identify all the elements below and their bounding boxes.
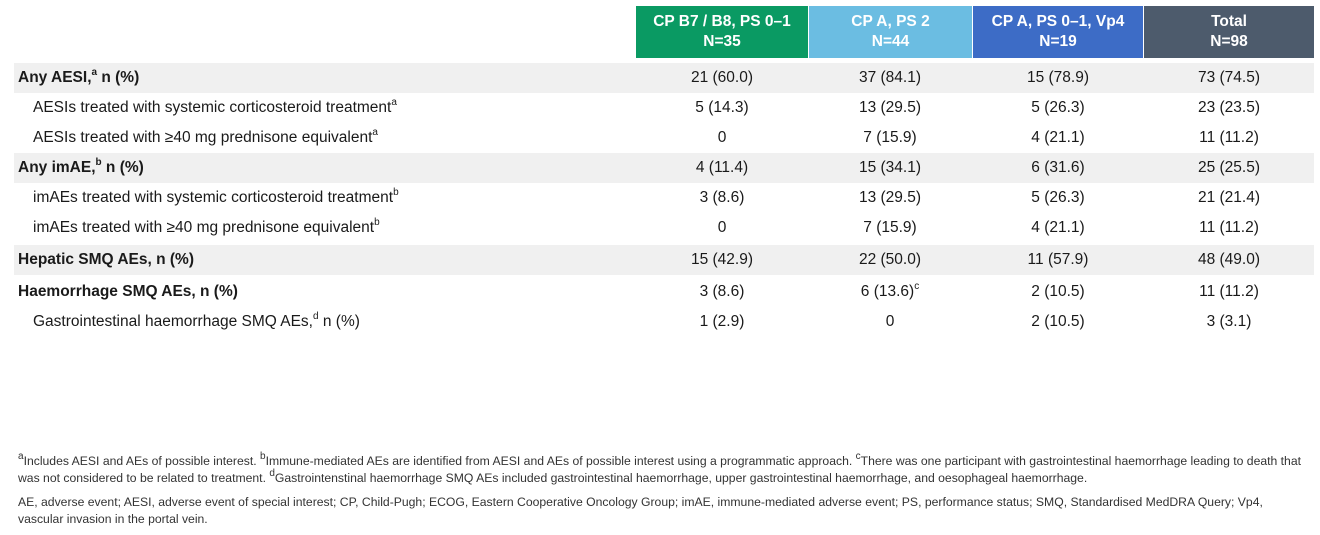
column-header-title: CP A, PS 2 [851,13,930,30]
table-cell: 5 (26.3) [1031,189,1085,206]
table-cell: 37 (84.1) [858,69,922,86]
table-cell: 21 (21.4) [1197,189,1261,206]
table-row: Gastrointestinal haemorrhage SMQ AEs,d n… [14,307,1314,337]
table-row: Hepatic SMQ AEs, n (%) 15 (42.9) 22 (50.0)… [14,245,1314,275]
table-cell: 6 (13.6)c [860,280,920,300]
table-cell: 15 (42.9) [690,251,754,268]
table-cell: 0 [885,313,895,330]
table-cell: 3 (8.6) [699,189,745,206]
table-row: AESIs treated with ≥40 mg prednisone equ… [14,123,1314,153]
table-cell: 1 (2.9) [699,313,745,330]
table-row: Any AESI,a n (%) 21 (60.0) 37 (84.1) 15 (78… [14,63,1314,93]
table-row: AESIs treated with systemic corticostero… [14,93,1314,123]
table-cell: 3 (8.6) [699,283,745,300]
table-cell: 11 (11.2) [1199,129,1259,146]
table-cell: 13 (29.5) [858,99,922,116]
table-cell: 23 (23.5) [1197,99,1261,116]
table-cell: 4 (21.1) [1031,219,1085,236]
table-cell: 73 (74.5) [1197,69,1261,86]
table-cell: 2 (10.5) [1031,283,1085,300]
table-row: imAEs treated with systemic corticostero… [14,183,1314,213]
column-header-cp-a-vp4: CP A, PS 0–1, Vp4 N=19 [973,6,1143,58]
column-header-title: CP A, PS 0–1, Vp4 [991,13,1125,30]
row-label: imAEs treated with systemic corticostero… [33,186,399,206]
table-cell: 21 (60.0) [690,69,754,86]
table-cell: 25 (25.5) [1197,159,1261,176]
table-cell: 7 (15.9) [863,129,917,146]
column-header-cp-a-ps2: CP A, PS 2 N=44 [809,6,972,58]
row-label: imAEs treated with ≥40 mg prednisone equ… [33,216,380,236]
column-header-n: N=19 [1039,33,1077,50]
table-row: Any imAE,b n (%) 4 (11.4) 15 (34.1) 6 (31.6… [14,153,1314,183]
footnote-d: dGastrointenstinal haemorrhage SMQ AEs i… [269,467,1088,485]
footnote-a: aIncludes AESI and AEs of possible inter… [18,450,261,468]
column-header-cp-b7-b8: CP B7 / B8, PS 0–1 N=35 [636,6,808,58]
table-cell: 4 (11.4) [695,159,749,176]
column-header-title: Total [1211,13,1247,30]
table-cell: 0 [717,219,727,236]
table-cell: 3 (3.1) [1206,313,1252,330]
abbreviations: AE, adverse event; AESI, adverse event o… [18,495,1263,526]
table-cell: 5 (26.3) [1031,99,1085,116]
table-cell: 4 (21.1) [1031,129,1085,146]
column-header-n: N=35 [703,33,741,50]
footnote-c: cThere was one participant with gastroin… [18,450,1301,485]
table-cell: 48 (49.0) [1197,251,1261,268]
table-cell: 11 (11.2) [1199,219,1259,236]
table-cell: 15 (78.9) [1026,69,1090,86]
table-cell: 6 (31.6) [1031,159,1085,176]
row-label: Hepatic SMQ AEs, n (%) [18,251,194,268]
table-cell: 11 (11.2) [1199,283,1259,300]
row-label: AESIs treated with systemic corticostero… [33,96,397,116]
row-label: Gastrointestinal haemorrhage SMQ AEs,d n… [33,310,360,330]
footnotes: aIncludes AESI and AEs of possible inter… [18,450,1308,487]
table-cell: 0 [717,129,727,146]
row-label: Any imAE,b n (%) [18,156,144,176]
table-cell: 13 (29.5) [858,189,922,206]
footnote-b: bImmune-mediated AEs are identified from… [260,450,856,468]
table-cell: 15 (34.1) [858,159,922,176]
table-cell: 5 (14.3) [695,99,749,116]
table-row: imAEs treated with ≥40 mg prednisone equ… [14,213,1314,243]
column-header-n: N=98 [1210,33,1248,50]
column-header-total: Total N=98 [1144,6,1314,58]
column-header-title: CP B7 / B8, PS 0–1 [653,13,791,30]
row-label: AESIs treated with ≥40 mg prednisone equ… [33,126,378,146]
column-header-n: N=44 [871,33,910,50]
row-label: Any AESI,a n (%) [18,66,140,86]
table-cell: 7 (15.9) [863,219,917,236]
row-label: Haemorrhage SMQ AEs, n (%) [18,283,238,300]
table-cell: 22 (50.0) [858,251,922,268]
table-row: Haemorrhage SMQ AEs, n (%) 3 (8.6) 6 (13.6… [14,277,1314,307]
table-cell: 2 (10.5) [1031,313,1085,330]
table-cell: 11 (57.9) [1027,251,1089,268]
